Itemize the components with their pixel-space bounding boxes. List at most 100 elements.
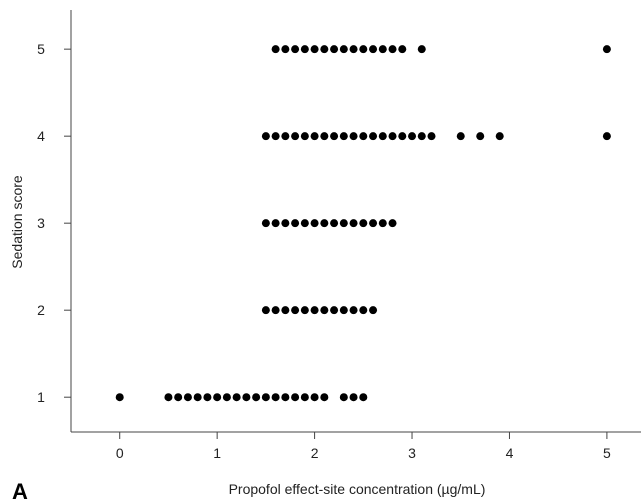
data-point (339, 219, 348, 228)
data-point (310, 306, 319, 315)
data-point (349, 45, 358, 54)
data-point (203, 393, 212, 402)
data-point (359, 393, 368, 402)
data-point (320, 393, 329, 402)
x-tick-label: 4 (506, 445, 514, 461)
data-point (271, 393, 280, 402)
data-point (300, 219, 309, 228)
data-point (339, 393, 348, 402)
data-point (281, 132, 290, 141)
data-point (291, 393, 300, 402)
data-point (213, 393, 222, 402)
y-tick-label: 2 (37, 302, 45, 318)
data-point (300, 45, 309, 54)
data-point (320, 45, 329, 54)
data-point (330, 306, 339, 315)
data-point (183, 393, 192, 402)
x-tick-label: 1 (213, 445, 221, 461)
y-axis-title: Sedation score (9, 175, 25, 269)
data-point (271, 132, 280, 141)
y-tick-label: 3 (37, 215, 45, 231)
data-point (378, 132, 387, 141)
data-point (232, 393, 241, 402)
x-tick-label: 3 (408, 445, 416, 461)
x-tick-label: 0 (116, 445, 124, 461)
y-ticks: 1 2 3 4 5 (37, 41, 71, 405)
data-point (320, 306, 329, 315)
data-point (271, 306, 280, 315)
data-point (164, 393, 173, 402)
x-tick-label: 5 (603, 445, 611, 461)
data-point (417, 45, 426, 54)
data-point (398, 45, 407, 54)
data-point (281, 45, 290, 54)
data-point (320, 219, 329, 228)
data-point (310, 393, 319, 402)
data-point (291, 306, 300, 315)
data-point (281, 306, 290, 315)
data-point (476, 132, 485, 141)
x-tick-label: 2 (311, 445, 319, 461)
x-axis-title: Propofol effect-site concentration (µg/m… (229, 481, 486, 497)
data-point (369, 219, 378, 228)
data-point (261, 219, 270, 228)
axes (70, 10, 641, 433)
data-point (359, 45, 368, 54)
data-point (291, 45, 300, 54)
data-point (339, 132, 348, 141)
data-point (193, 393, 202, 402)
data-point (271, 45, 280, 54)
y-tick-label: 5 (37, 41, 45, 57)
data-point (339, 45, 348, 54)
data-point (291, 132, 300, 141)
data-point (281, 219, 290, 228)
data-point (602, 132, 611, 141)
y-tick-label: 4 (37, 128, 45, 144)
data-point (222, 393, 231, 402)
data-point (378, 219, 387, 228)
data-point (349, 219, 358, 228)
data-point (388, 219, 397, 228)
data-point (378, 45, 387, 54)
data-points (115, 45, 611, 402)
data-point (398, 132, 407, 141)
data-point (271, 219, 280, 228)
x-ticks: 0 1 2 3 4 5 (116, 432, 611, 461)
data-point (359, 219, 368, 228)
data-point (417, 132, 426, 141)
data-point (427, 132, 436, 141)
data-point (349, 132, 358, 141)
data-point (359, 132, 368, 141)
data-point (310, 45, 319, 54)
data-point (330, 45, 339, 54)
data-point (602, 45, 611, 54)
data-point (300, 132, 309, 141)
y-tick-label: 1 (37, 389, 45, 405)
data-point (310, 132, 319, 141)
data-point (408, 132, 417, 141)
data-point (369, 132, 378, 141)
data-point (261, 132, 270, 141)
data-point (115, 393, 124, 402)
panel-label: A (12, 479, 28, 501)
data-point (174, 393, 183, 402)
data-point (261, 306, 270, 315)
data-point (330, 219, 339, 228)
data-point (359, 306, 368, 315)
data-point (300, 306, 309, 315)
data-point (495, 132, 504, 141)
data-point (281, 393, 290, 402)
data-point (310, 219, 319, 228)
data-point (252, 393, 261, 402)
data-point (261, 393, 270, 402)
data-point (242, 393, 251, 402)
data-point (300, 393, 309, 402)
data-point (330, 132, 339, 141)
data-point (349, 393, 358, 402)
data-point (369, 306, 378, 315)
data-point (388, 45, 397, 54)
data-point (339, 306, 348, 315)
data-point (388, 132, 397, 141)
data-point (369, 45, 378, 54)
